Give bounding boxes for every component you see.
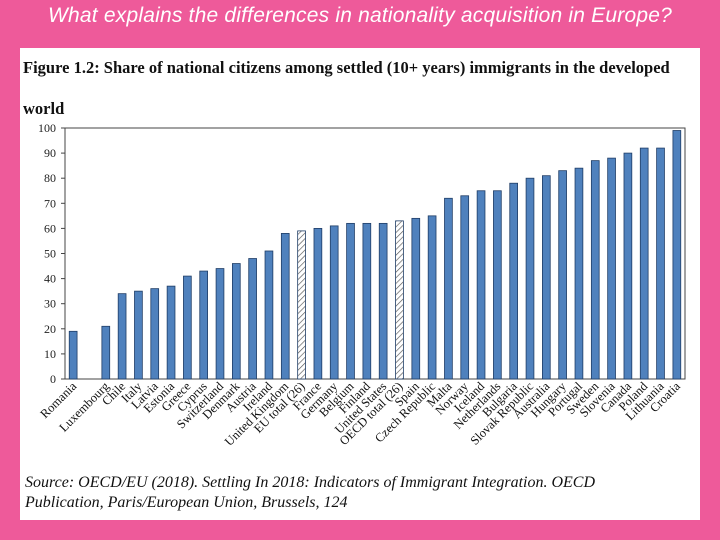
bar xyxy=(264,250,274,380)
bar xyxy=(460,195,470,380)
bar xyxy=(493,190,502,380)
bar xyxy=(525,177,535,380)
source-line-2: Publication, Paris/European Union, Bruss… xyxy=(25,494,348,511)
bar xyxy=(134,290,143,380)
bar xyxy=(623,152,633,380)
y-tick-label: 100 xyxy=(38,121,56,135)
bar-layer xyxy=(68,130,682,380)
source-citation: Source: OECD/EU (2018). Settling In 2018… xyxy=(25,473,695,513)
bar xyxy=(248,258,257,380)
bar xyxy=(346,222,355,380)
bar xyxy=(215,268,225,380)
figure-title-continued: world xyxy=(23,99,65,118)
bar xyxy=(656,147,665,380)
bar xyxy=(117,293,127,380)
bar xyxy=(672,130,682,380)
bar xyxy=(313,227,323,380)
bar-chart: 0 10 20 30 40 50 60 70 80 90 100 RomaniaLuxembourg… xyxy=(37,121,686,449)
figure-panel: Figure 1.2: Share of national citizens a… xyxy=(20,48,700,520)
bar xyxy=(101,325,111,380)
y-tick-label: 10 xyxy=(44,347,56,361)
y-tick-label: 50 xyxy=(44,247,56,261)
bar xyxy=(231,263,241,380)
bar xyxy=(476,190,486,380)
y-tick-label: 0 xyxy=(50,372,56,386)
y-tick-label: 60 xyxy=(44,221,56,235)
y-tick-label: 20 xyxy=(44,322,56,336)
bar xyxy=(590,160,600,380)
bar xyxy=(639,147,649,380)
bar xyxy=(427,215,437,380)
source-line-1: Source: OECD/EU (2018). Settling In 2018… xyxy=(25,474,596,491)
bar xyxy=(362,222,372,380)
bar xyxy=(280,233,290,380)
bar xyxy=(68,330,78,380)
bar xyxy=(329,225,339,380)
bar xyxy=(150,288,160,380)
figure-title: Figure 1.2: Share of national citizens a… xyxy=(23,58,670,77)
y-tick-label: 80 xyxy=(44,171,56,185)
bar xyxy=(574,167,584,380)
bar-highlighted xyxy=(297,230,306,380)
bar-highlighted xyxy=(395,220,404,380)
y-tick-label: 70 xyxy=(44,196,56,210)
bar xyxy=(444,197,453,380)
axis-layer: 0 10 20 30 40 50 60 70 80 90 100 xyxy=(38,121,686,386)
y-tick-label: 40 xyxy=(44,272,56,286)
bar xyxy=(166,285,176,380)
y-tick-label: 90 xyxy=(44,146,56,160)
bar xyxy=(411,217,421,380)
bar xyxy=(183,275,192,380)
bar xyxy=(199,270,208,380)
bar xyxy=(509,182,519,380)
category-label-layer: RomaniaLuxembourgChileItalyLatviaEstonia… xyxy=(37,379,683,449)
bar xyxy=(378,222,388,380)
slide-title: What explains the differences in nationa… xyxy=(48,4,672,27)
bar xyxy=(558,170,567,380)
y-tick-label: 30 xyxy=(44,297,56,311)
bar xyxy=(607,157,616,380)
bar xyxy=(542,175,551,380)
